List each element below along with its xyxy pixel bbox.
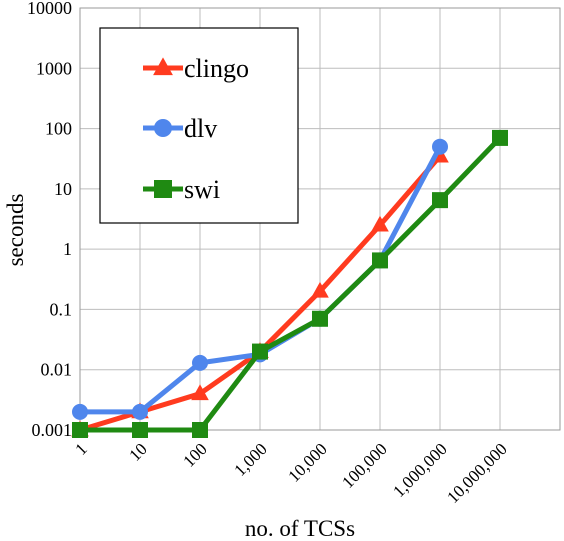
legend: clingo dlv swi	[99, 27, 299, 224]
y-tick-label: 0.01	[41, 360, 73, 380]
y-tick-label: 100	[45, 119, 72, 139]
data-point-clingo	[191, 384, 209, 401]
legend-marker-square	[154, 180, 172, 198]
data-point-swi	[372, 252, 388, 269]
x-tick-label: 1,000,000	[389, 439, 451, 501]
legend-marker-triangle	[153, 57, 173, 76]
data-point-dlv	[72, 403, 88, 420]
x-tick-label: 1	[71, 439, 90, 458]
data-point-swi	[72, 422, 88, 438]
legend-entry-dlv: dlv	[143, 114, 217, 143]
series-layer	[71, 129, 508, 438]
data-point-swi	[432, 192, 448, 209]
legend-label: clingo	[184, 54, 249, 83]
x-tick-label: 100,000	[338, 439, 391, 492]
series-line-swi	[80, 136, 502, 433]
y-tick-label: 1	[63, 239, 72, 259]
y-tick-label: 0.1	[50, 299, 73, 319]
y-axis-label: seconds	[3, 194, 28, 267]
y-tick-label: 10	[54, 179, 72, 199]
data-point-dlv	[432, 138, 448, 155]
x-axis-label: no. of TCSs	[245, 516, 355, 541]
data-point-clingo	[371, 215, 389, 232]
legend-label: swi	[184, 175, 220, 204]
data-point-dlv	[192, 354, 208, 371]
series-swi	[72, 129, 508, 438]
legend-label: dlv	[184, 114, 217, 143]
x-tick-label: 10,000	[284, 439, 330, 485]
data-point-clingo	[311, 281, 329, 298]
legend-marker-circle	[154, 119, 172, 137]
y-tick-label: 10000	[27, 0, 72, 18]
data-point-swi	[252, 343, 268, 360]
legend-entry-swi: swi	[143, 175, 220, 204]
data-point-dlv	[132, 403, 148, 420]
y-tick-label: 0.001	[32, 420, 73, 440]
legend-box	[99, 27, 299, 224]
data-point-swi	[312, 310, 328, 327]
data-point-swi	[492, 129, 508, 146]
y-tick-label: 1000	[36, 58, 72, 78]
data-point-swi	[132, 422, 148, 438]
grid-layer	[79, 7, 561, 431]
x-tick-label: 1,000	[230, 439, 270, 479]
x-tick-label: 100	[179, 439, 210, 470]
x-tick-label: 10	[125, 439, 150, 464]
x-tick-label: 10,000,000	[443, 439, 511, 507]
data-point-swi	[192, 422, 208, 438]
plot-frame	[79, 7, 561, 431]
legend-entry-clingo: clingo	[143, 54, 249, 83]
